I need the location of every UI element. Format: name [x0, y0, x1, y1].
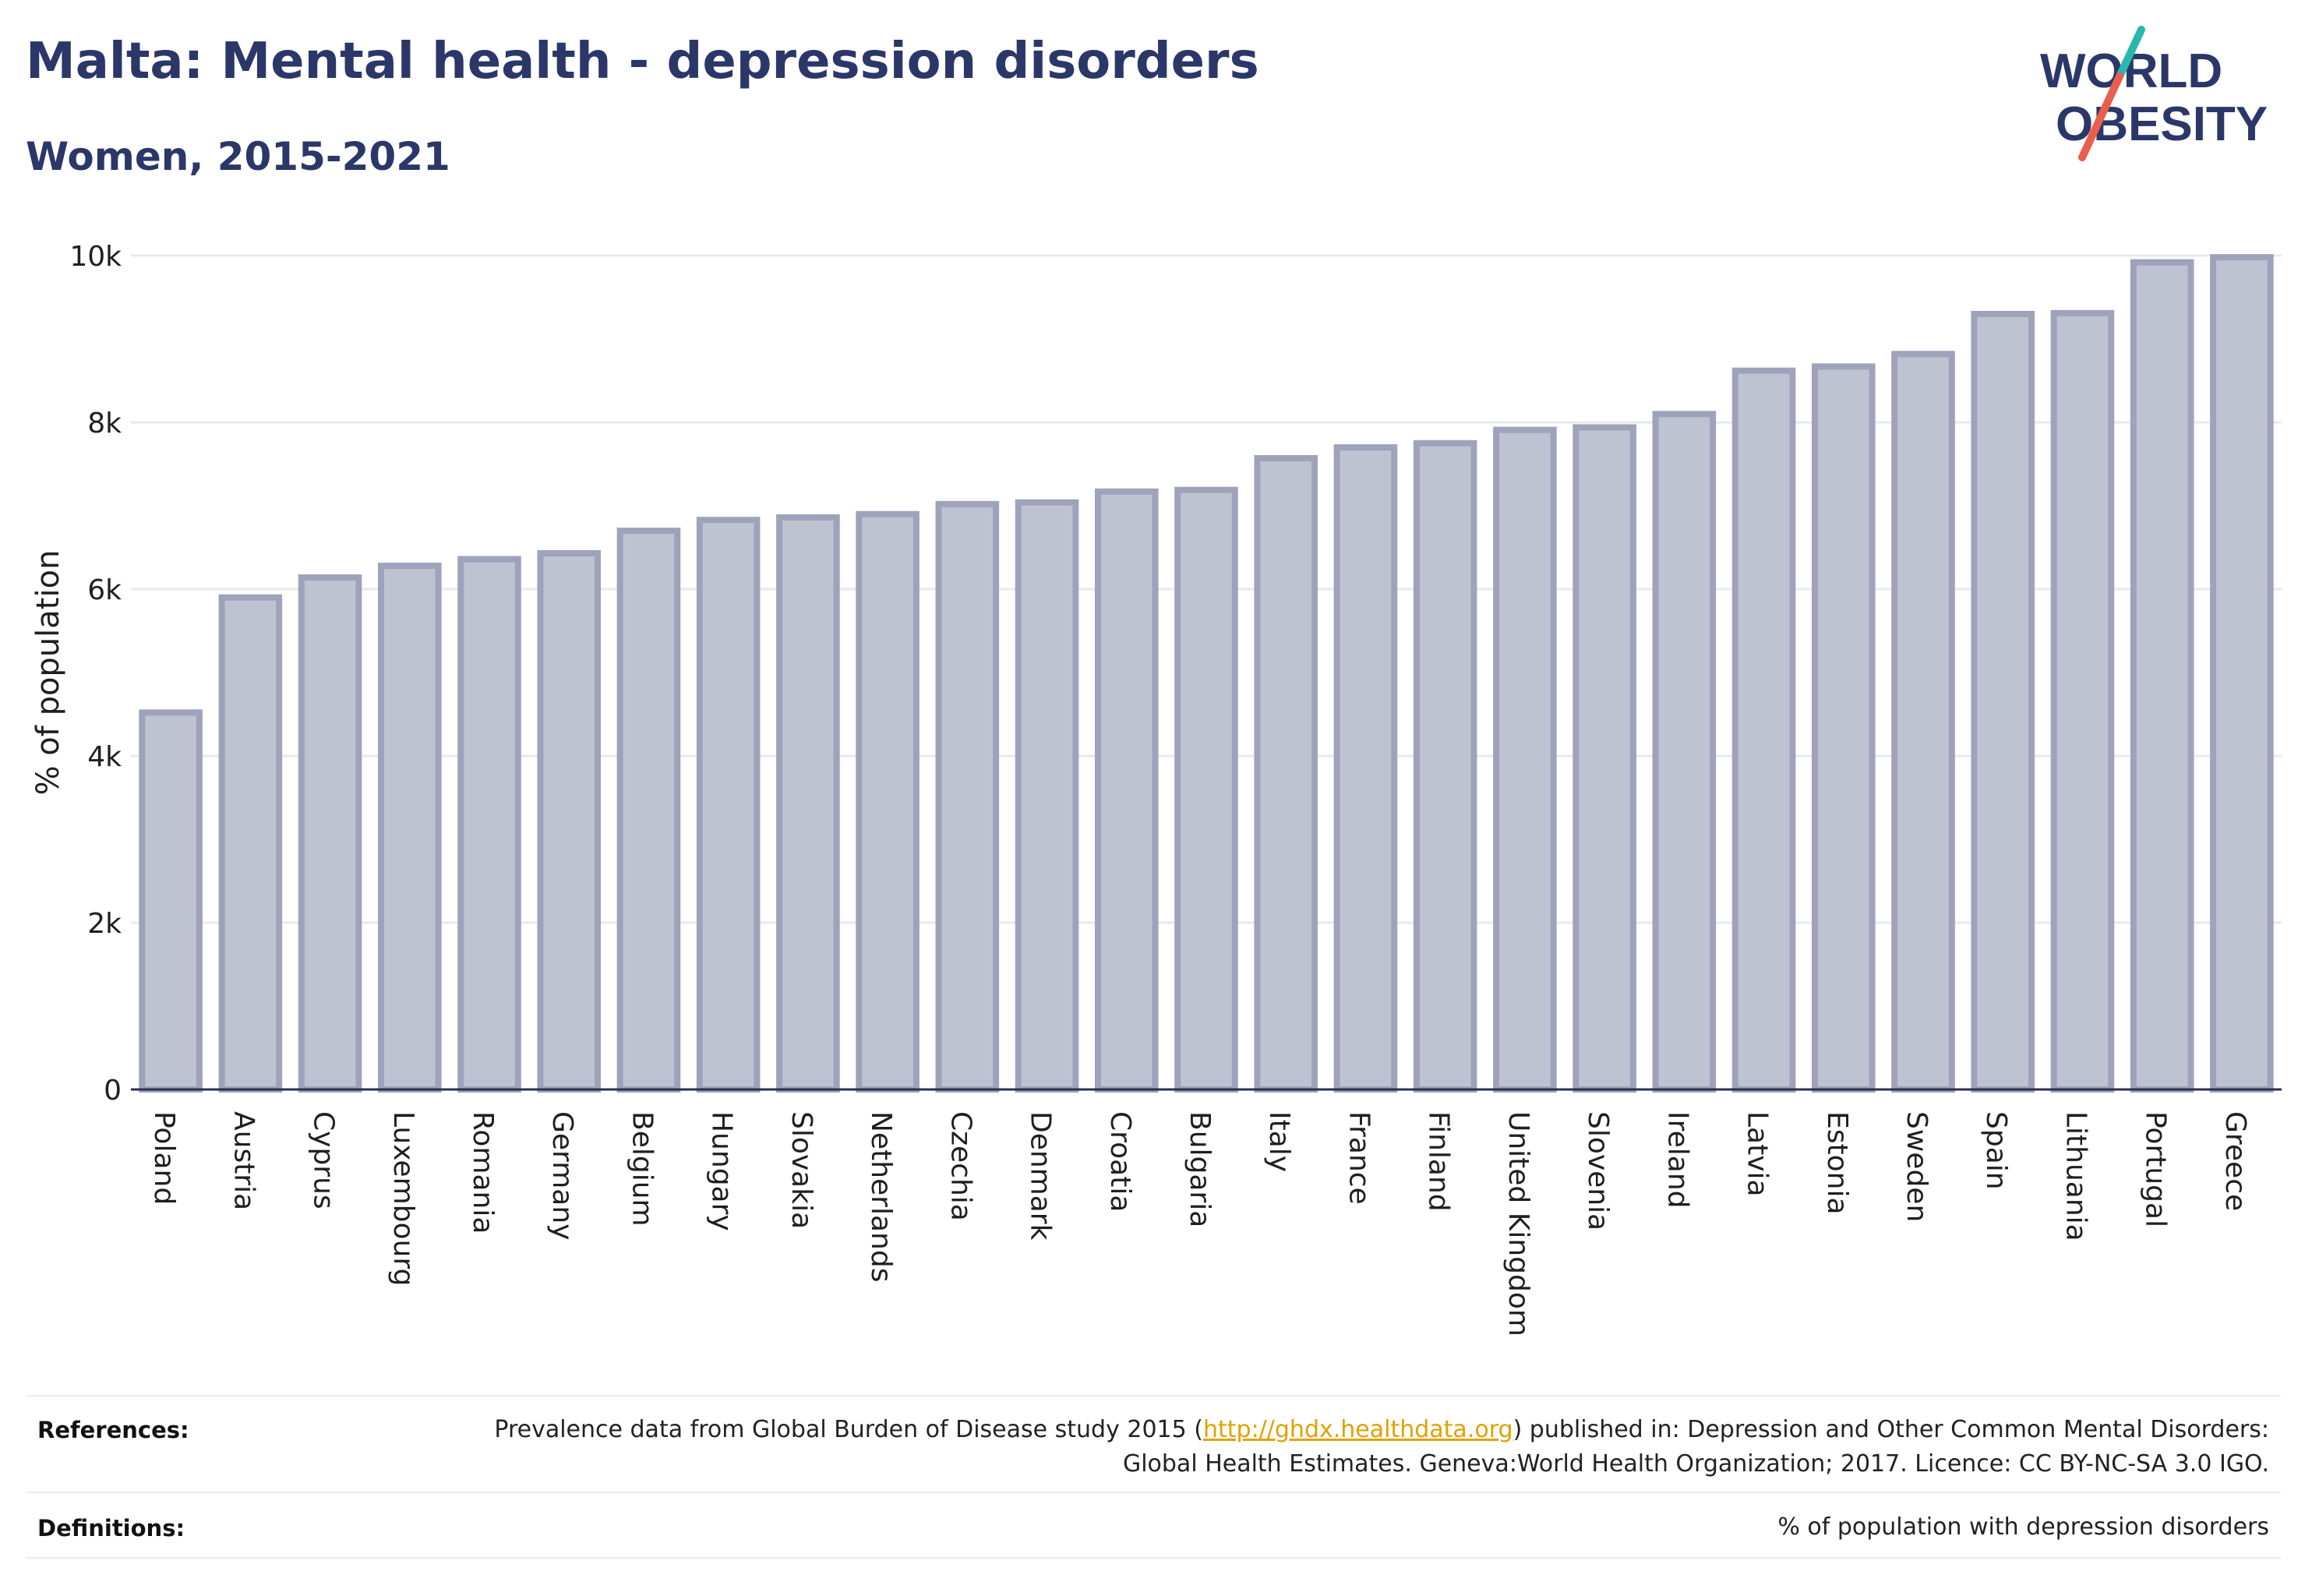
- bar-poland: [139, 709, 203, 1093]
- x-tick-label: Spain: [1980, 1111, 2012, 1190]
- x-tick-label: Belgium: [626, 1111, 658, 1227]
- x-tick-label: Latvia: [1742, 1111, 1774, 1197]
- bar-belgium: [616, 528, 681, 1093]
- references-link[interactable]: http://ghdx.healthdata.org: [1202, 1416, 1513, 1443]
- x-tick-label: Denmark: [1025, 1111, 1057, 1241]
- x-tick-label: Czechia: [944, 1111, 976, 1221]
- world-obesity-logo: WORLD OBESITY: [2040, 26, 2268, 161]
- y-tick-label: 6k: [87, 574, 122, 606]
- bars: [139, 254, 2274, 1093]
- bar-germany: [537, 549, 602, 1093]
- x-tick-label: Portugal: [2140, 1111, 2172, 1227]
- x-tick-label: Lithuania: [2060, 1111, 2091, 1241]
- bar-slovakia: [776, 514, 840, 1093]
- bar-sweden: [1891, 351, 1955, 1093]
- y-axis-title: % of population: [30, 550, 66, 796]
- bar-italy: [1254, 455, 1318, 1093]
- references-text: Prevalence data from Global Burden of Di…: [494, 1416, 2269, 1478]
- x-tick-label: Cyprus: [308, 1111, 340, 1209]
- bar-luxembourg: [377, 563, 442, 1093]
- y-tick-label: 0: [104, 1075, 122, 1107]
- bar-netherlands: [856, 510, 920, 1093]
- x-tick-label: Ireland: [1661, 1111, 1693, 1209]
- bar-portugal: [2130, 259, 2194, 1093]
- bar-romania: [457, 556, 521, 1093]
- bar-finland: [1413, 440, 1477, 1093]
- references-label: References:: [37, 1417, 189, 1443]
- bar-austria: [218, 594, 283, 1093]
- x-tick-label: Italy: [1263, 1111, 1295, 1172]
- bar-ireland: [1652, 411, 1717, 1093]
- x-tick-label: Slovenia: [1582, 1111, 1614, 1231]
- bar-latvia: [1731, 367, 1796, 1093]
- bar-france: [1333, 444, 1398, 1093]
- definitions-text: % of population with depression disorder…: [1777, 1513, 2269, 1541]
- y-tick-label: 2k: [87, 908, 122, 940]
- bar-slovenia: [1573, 424, 1636, 1093]
- bar-czechia: [935, 500, 1000, 1093]
- bar-cyprus: [298, 574, 362, 1093]
- x-tick-label: Netherlands: [865, 1111, 897, 1282]
- x-tick-label: Romania: [467, 1111, 499, 1234]
- x-tick-label: Croatia: [1104, 1111, 1136, 1212]
- logo-slash-teal: [2116, 26, 2145, 80]
- bar-lithuania: [2050, 309, 2115, 1093]
- x-tick-label: Slovakia: [785, 1111, 817, 1229]
- bar-greece: [2210, 254, 2274, 1093]
- logo-slash-red: [2078, 72, 2123, 161]
- x-tick-label: Austria: [228, 1111, 259, 1210]
- bar-united-kingdom: [1493, 426, 1557, 1093]
- x-tick-label: Poland: [148, 1111, 180, 1205]
- chart-subtitle: Women, 2015-2021: [26, 134, 450, 179]
- bar-bulgaria: [1174, 486, 1238, 1093]
- bar-denmark: [1015, 499, 1079, 1093]
- x-tick-label: Bulgaria: [1184, 1111, 1216, 1227]
- x-tick-label: Greece: [2219, 1111, 2251, 1211]
- x-tick-label: Hungary: [706, 1111, 738, 1231]
- x-tick-label: France: [1343, 1111, 1375, 1205]
- footer-divider-bottom: [26, 1557, 2281, 1559]
- footer-divider-middle: [26, 1492, 2281, 1493]
- x-tick-label: United Kingdom: [1502, 1111, 1534, 1336]
- x-tick-label: Germany: [546, 1111, 578, 1240]
- x-tick-label: Sweden: [1901, 1111, 1933, 1222]
- x-tick-label: Luxembourg: [387, 1111, 419, 1286]
- axis-labels: 0 2k 4k 6k 8k 10k Poland Austria Cyprus Luxembour…: [30, 241, 2251, 1336]
- bar-spain: [1971, 310, 2035, 1093]
- bar-hungary: [696, 517, 761, 1093]
- y-tick-label: 8k: [87, 408, 122, 440]
- bar-chart: 0 2k 4k 6k 8k 10k Poland Austria Cyprus Luxembour…: [30, 241, 2282, 1336]
- bar-croatia: [1094, 488, 1159, 1093]
- x-tick-label: Finland: [1423, 1111, 1455, 1212]
- definitions-label: Definitions:: [37, 1515, 185, 1541]
- y-tick-label: 4k: [87, 741, 122, 773]
- chart-title: Malta: Mental health - depression disord…: [26, 33, 1259, 90]
- bar-estonia: [1811, 363, 1876, 1093]
- x-tick-label: Estonia: [1821, 1111, 1853, 1215]
- y-tick-label: 10k: [69, 241, 122, 273]
- footer-divider-top: [26, 1395, 2281, 1396]
